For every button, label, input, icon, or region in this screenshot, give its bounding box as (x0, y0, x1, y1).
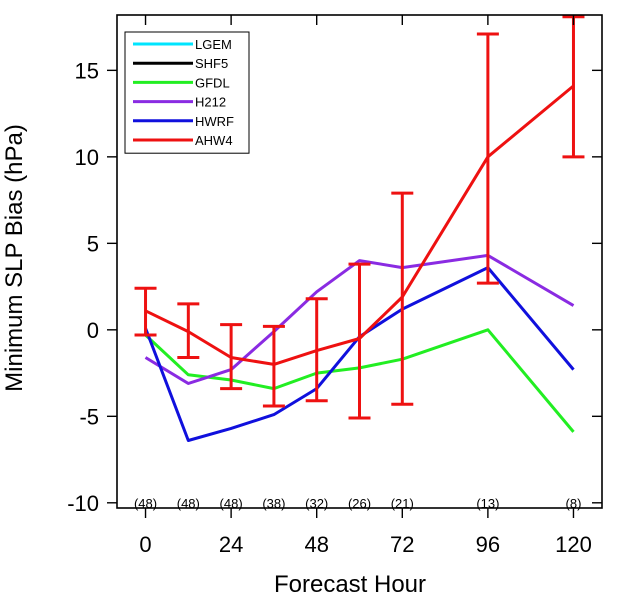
y-tick-label: -5 (79, 404, 99, 429)
x-tick-label: 24 (219, 532, 243, 557)
y-axis-title: Minimum SLP Bias (hPa) (1, 124, 28, 392)
axes: 0 24 48 72 96 120 -10 -5 0 5 10 15 (48) (48) (48) (38) (… (67, 14, 603, 557)
legend-label: LGEM (195, 37, 232, 52)
legend-label: HWRF (195, 114, 234, 129)
sample-count-label: (8) (566, 496, 582, 511)
legend-label: H212 (195, 95, 226, 110)
plot-area (134, 15, 585, 442)
legend-box (124, 31, 250, 154)
plot-frame (116, 14, 603, 509)
sample-count-label: (48) (177, 496, 200, 511)
sample-count-label: (48) (134, 496, 157, 511)
legend-label: GFDL (195, 75, 230, 90)
y-tick-label: 15 (75, 58, 99, 83)
sample-count-label: (48) (220, 496, 243, 511)
series-line-h212 (144, 253, 575, 385)
x-tick-label: 0 (139, 532, 151, 557)
sample-count-label: (21) (391, 496, 414, 511)
legend-label: SHF5 (195, 56, 228, 71)
sample-count-label: (13) (476, 496, 499, 511)
sample-count-label: (38) (262, 496, 285, 511)
legend: LGEM SHF5 GFDL H212 HWRF AHW4 (124, 31, 250, 154)
x-axis-title: Forecast Hour (274, 571, 426, 598)
x-tick-label: 72 (390, 532, 414, 557)
x-tick-label: 48 (304, 532, 328, 557)
y-tick-label: 10 (75, 145, 99, 170)
sample-count-label: (26) (348, 496, 371, 511)
legend-label: AHW4 (195, 133, 233, 148)
sample-count-label: (32) (305, 496, 328, 511)
y-tick-label: 0 (87, 318, 99, 343)
x-tick-label: 96 (476, 532, 500, 557)
y-tick-label: 5 (87, 231, 99, 256)
y-tick-label: -10 (67, 491, 99, 516)
x-tick-label: 120 (555, 532, 592, 557)
